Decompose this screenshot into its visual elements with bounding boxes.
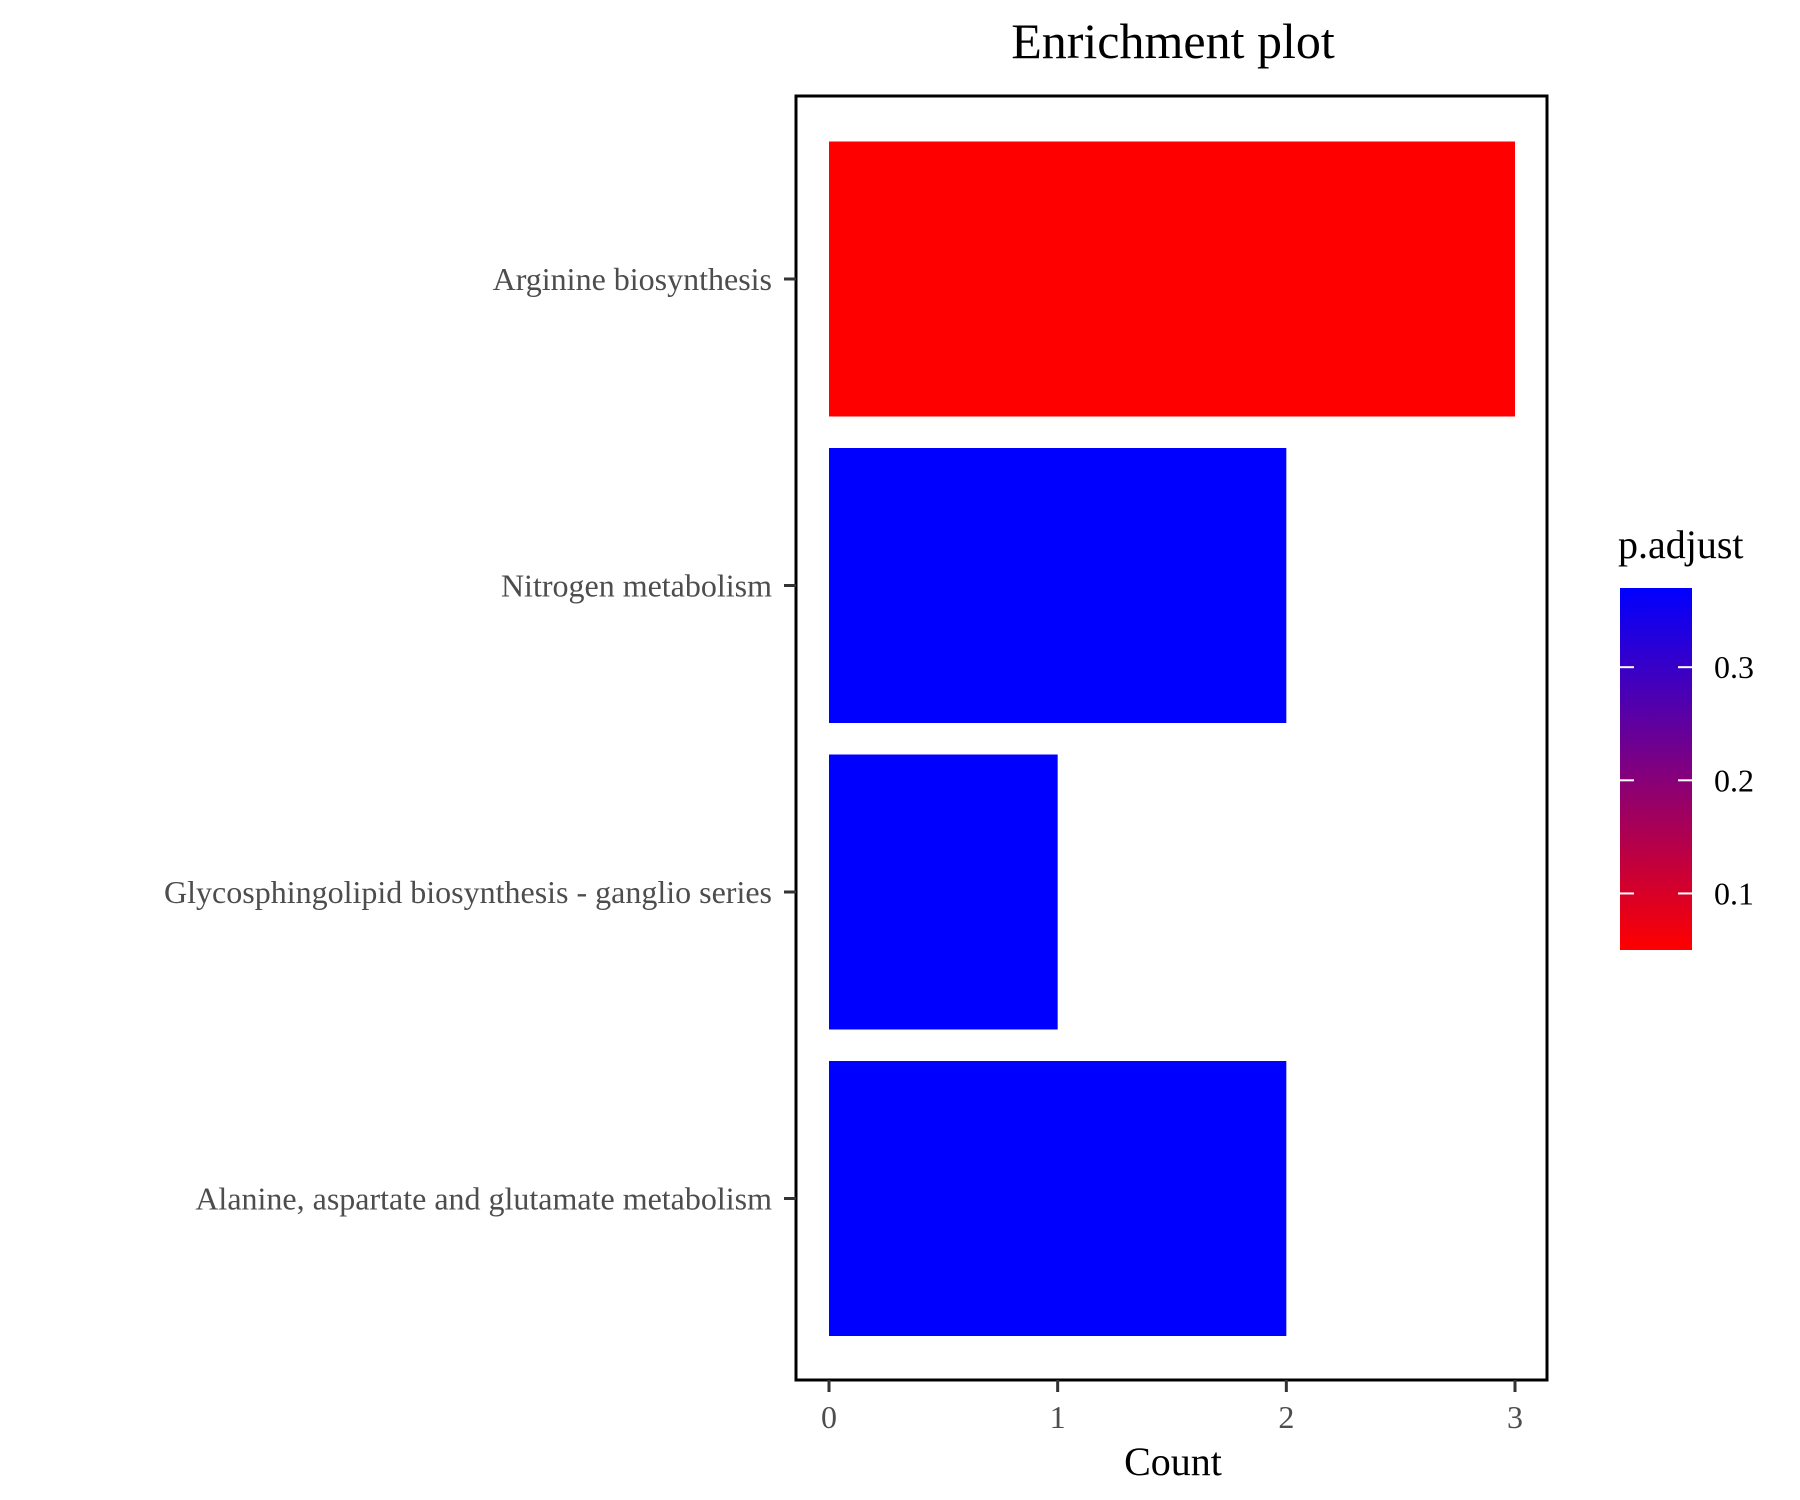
x-tick-label: 2 <box>1278 1399 1294 1435</box>
legend-ticks: 0.3 0.2 0.1 <box>1620 649 1754 911</box>
legend-colorbar <box>1620 588 1692 950</box>
x-tick-label: 0 <box>821 1399 837 1435</box>
legend-tick-label: 0.1 <box>1714 875 1754 911</box>
bar <box>829 141 1515 417</box>
chart-title: Enrichment plot <box>1011 13 1335 69</box>
legend-tick-label: 0.2 <box>1714 762 1754 798</box>
x-axis: 0 1 2 3 <box>821 1380 1523 1435</box>
y-axis: Arginine biosynthesis Nitrogen metabolism… <box>164 261 796 1217</box>
legend-title: p.adjust <box>1618 522 1744 567</box>
legend-tick-label: 0.3 <box>1714 649 1754 685</box>
x-tick-label: 3 <box>1507 1399 1523 1435</box>
y-tick-label: Alanine, aspartate and glutamate metabol… <box>195 1181 772 1217</box>
y-tick-label: Arginine biosynthesis <box>493 261 772 297</box>
x-axis-label: Count <box>1124 1439 1222 1484</box>
bar <box>829 1061 1287 1336</box>
y-tick-label: Nitrogen metabolism <box>501 568 772 604</box>
color-legend: p.adjust 0.3 0.2 0.1 <box>1618 522 1754 950</box>
bars-layer <box>829 141 1515 1336</box>
bar <box>829 754 1058 1030</box>
plot-panel-border <box>794 94 1549 1382</box>
bar <box>829 448 1287 723</box>
y-tick-label: Glycosphingolipid biosynthesis - ganglio… <box>164 874 772 910</box>
x-tick-label: 1 <box>1050 1399 1066 1435</box>
